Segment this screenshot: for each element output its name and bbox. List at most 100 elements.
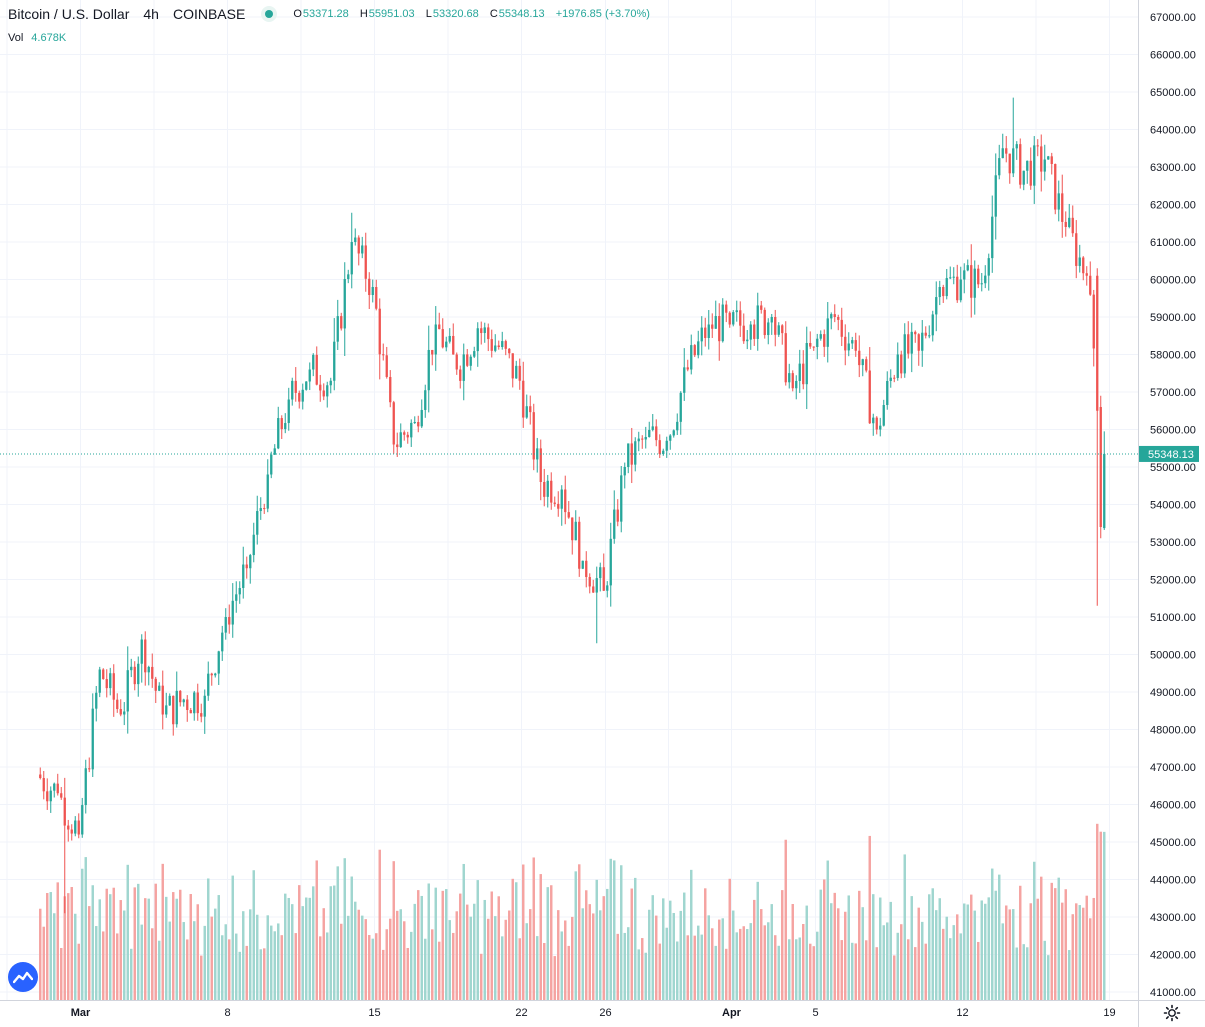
candle-body: [746, 339, 749, 342]
candle-body: [494, 345, 497, 351]
candle-body: [368, 278, 371, 296]
candle-body: [1019, 144, 1022, 185]
volume-bar: [490, 891, 493, 1000]
candle: [725, 300, 728, 323]
volume-bar: [186, 939, 189, 1000]
candle-body: [165, 705, 168, 715]
candle-body: [637, 438, 640, 442]
volume-bar: [382, 949, 385, 1000]
volume-bar: [179, 889, 182, 1000]
candle: [1043, 144, 1046, 181]
candle-body: [865, 359, 868, 371]
volume-bar: [935, 910, 938, 1000]
volume-bar: [823, 879, 826, 1000]
candle-body: [924, 332, 927, 336]
timeframe-label[interactable]: 4h: [143, 6, 159, 22]
volume-bar: [672, 912, 675, 1000]
candle-body: [760, 305, 763, 310]
candle: [494, 334, 497, 353]
volume-bar: [1050, 882, 1053, 1000]
candle-body: [581, 560, 584, 569]
candle: [105, 669, 108, 698]
candle: [690, 334, 693, 375]
candle-body: [308, 369, 311, 382]
candle-body: [88, 768, 91, 770]
price-tick-label: 55000.00: [1150, 462, 1196, 474]
market-status-icon[interactable]: [261, 6, 278, 22]
candle: [1061, 174, 1064, 238]
candle: [280, 415, 283, 440]
volume-bar: [851, 942, 854, 1000]
volume-bar: [102, 931, 105, 1000]
candle-body: [599, 567, 602, 579]
candle-body: [592, 586, 595, 593]
candle-body: [707, 324, 710, 338]
price-tick-label: 67000.00: [1150, 12, 1196, 24]
candle-body: [39, 774, 42, 779]
candle: [326, 381, 329, 408]
candle: [847, 332, 850, 357]
candle-body: [452, 335, 455, 355]
symbol-name[interactable]: Bitcoin / U.S. Dollar: [8, 6, 130, 22]
volume-bar: [700, 934, 703, 1000]
tradingview-logo-icon[interactable]: [8, 962, 38, 992]
candle-body: [336, 316, 339, 342]
candle-body: [109, 673, 112, 689]
price-axis: 41000.00 42000.00 43000.00 44000.00 45000.00…: [1150, 12, 1196, 999]
candle-body: [595, 578, 598, 593]
candle: [854, 332, 857, 357]
candle: [168, 693, 171, 706]
open-key: O: [293, 8, 302, 20]
volume-bar: [189, 894, 192, 1000]
candle: [543, 468, 546, 507]
candle: [126, 646, 129, 734]
candle-body: [207, 673, 210, 696]
candle-body: [655, 426, 658, 441]
price-tick-label: 42000.00: [1150, 950, 1196, 962]
candle: [987, 253, 990, 291]
candle: [634, 437, 637, 472]
current-price-tag: [1139, 445, 1199, 462]
volume-bar: [119, 900, 122, 1000]
candle: [357, 235, 360, 266]
candle-body: [1075, 233, 1078, 266]
candle-body: [802, 363, 805, 385]
candle: [546, 474, 549, 508]
candle: [235, 581, 238, 613]
volume-bar: [662, 898, 665, 1000]
candle: [329, 377, 332, 394]
volume-bar: [805, 905, 808, 1000]
volume-bar: [1064, 889, 1067, 1000]
volume-bar: [630, 888, 633, 1000]
volume-bar: [1026, 947, 1029, 1000]
volume-bar: [931, 888, 934, 1000]
volume-bar: [1054, 888, 1057, 1000]
candle: [1103, 431, 1106, 530]
candle: [686, 359, 689, 372]
price-tick-label: 56000.00: [1150, 425, 1196, 437]
candle: [777, 322, 780, 337]
candle-body: [81, 805, 84, 835]
candle: [739, 301, 742, 337]
volume-bar: [655, 915, 658, 1000]
candle-body: [67, 825, 70, 830]
candle-body: [137, 663, 140, 685]
candle: [882, 399, 885, 427]
candle-body: [518, 365, 521, 381]
volume-bar: [263, 948, 266, 1000]
gear-icon[interactable]: [1163, 1004, 1181, 1022]
volume-bar: [686, 935, 689, 1000]
candle: [375, 279, 378, 311]
volume-bar: [340, 923, 343, 1000]
candle-body: [1103, 453, 1106, 529]
candle: [410, 419, 413, 447]
candle: [1047, 155, 1050, 160]
candle: [529, 395, 532, 425]
candle: [1057, 180, 1060, 222]
candle-body: [970, 265, 973, 298]
candle-body: [665, 440, 668, 451]
candle: [732, 310, 735, 327]
candle-body: [693, 345, 696, 356]
